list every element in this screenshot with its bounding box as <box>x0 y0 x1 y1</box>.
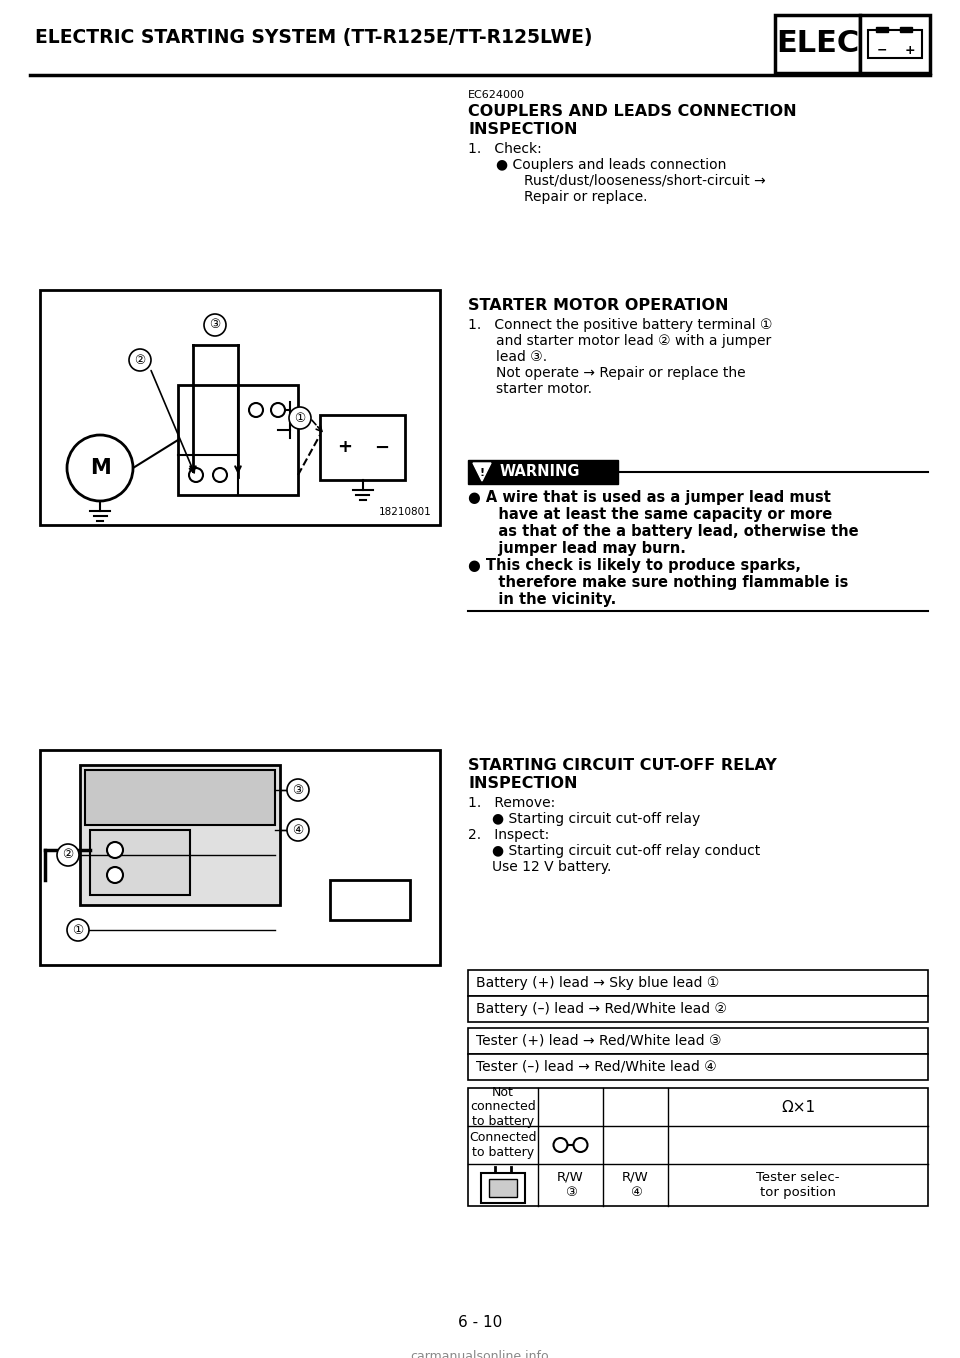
Text: Tester selec-
tor position: Tester selec- tor position <box>756 1171 840 1199</box>
Bar <box>468 995 928 1023</box>
Text: R/W
④: R/W ④ <box>622 1171 649 1199</box>
Text: INSPECTION: INSPECTION <box>468 122 578 137</box>
Text: Connected
to battery: Connected to battery <box>469 1131 537 1158</box>
Circle shape <box>271 403 285 417</box>
Text: in the vicinity.: in the vicinity. <box>483 592 616 607</box>
Text: 6 - 10: 6 - 10 <box>458 1315 502 1329</box>
Text: Tester (–) lead → Red/White lead ④: Tester (–) lead → Red/White lead ④ <box>476 1061 717 1074</box>
Text: ①: ① <box>295 411 305 425</box>
Text: ③: ③ <box>209 319 221 331</box>
Text: ● Starting circuit cut-off relay conduct: ● Starting circuit cut-off relay conduct <box>492 845 760 858</box>
Text: jumper lead may burn.: jumper lead may burn. <box>483 540 685 555</box>
Text: ②: ② <box>134 353 146 367</box>
Text: R/W
③: R/W ③ <box>557 1171 584 1199</box>
Text: INSPECTION: INSPECTION <box>468 775 578 790</box>
Text: have at least the same capacity or more: have at least the same capacity or more <box>483 507 832 521</box>
Text: Tester (+) lead → Red/White lead ③: Tester (+) lead → Red/White lead ③ <box>476 1033 722 1048</box>
Bar <box>468 1028 928 1054</box>
Text: Ω×1: Ω×1 <box>780 1100 815 1115</box>
Text: as that of the a battery lead, otherwise the: as that of the a battery lead, otherwise… <box>483 524 858 539</box>
Circle shape <box>287 819 309 841</box>
Text: ● This check is likely to produce sparks,: ● This check is likely to produce sparks… <box>468 558 801 573</box>
Circle shape <box>107 866 123 883</box>
Text: ● Starting circuit cut-off relay: ● Starting circuit cut-off relay <box>492 812 700 826</box>
Circle shape <box>189 469 203 482</box>
Text: ● A wire that is used as a jumper lead must: ● A wire that is used as a jumper lead m… <box>468 490 830 505</box>
Text: Repair or replace.: Repair or replace. <box>524 190 647 204</box>
Bar <box>489 1179 517 1196</box>
Bar <box>468 1054 928 1080</box>
Text: −: − <box>876 43 887 57</box>
Bar <box>775 15 860 73</box>
Text: ELEC: ELEC <box>776 30 859 58</box>
Circle shape <box>213 469 227 482</box>
Circle shape <box>57 845 79 866</box>
Text: ● Couplers and leads connection: ● Couplers and leads connection <box>496 158 727 172</box>
Bar <box>90 830 190 895</box>
Text: ②: ② <box>62 849 74 861</box>
Circle shape <box>204 314 226 335</box>
Text: Rust/dust/looseness/short-circuit →: Rust/dust/looseness/short-circuit → <box>524 174 766 187</box>
Text: Battery (–) lead → Red/White lead ②: Battery (–) lead → Red/White lead ② <box>476 1002 727 1016</box>
Bar <box>40 750 440 966</box>
Bar <box>876 27 888 33</box>
Circle shape <box>287 779 309 801</box>
Text: Not operate → Repair or replace the: Not operate → Repair or replace the <box>496 367 746 380</box>
Text: and starter motor lead ② with a jumper: and starter motor lead ② with a jumper <box>496 334 771 348</box>
Text: !: ! <box>479 469 485 478</box>
Text: Use 12 V battery.: Use 12 V battery. <box>492 860 612 875</box>
Bar <box>468 970 928 995</box>
Bar <box>320 416 405 479</box>
Bar <box>80 765 280 904</box>
Bar <box>860 15 930 73</box>
Bar <box>868 30 922 58</box>
Text: 1.   Check:: 1. Check: <box>468 143 541 156</box>
Text: COUPLERS AND LEADS CONNECTION: COUPLERS AND LEADS CONNECTION <box>468 105 797 120</box>
Text: +: + <box>338 439 352 456</box>
Circle shape <box>129 349 151 371</box>
Text: WARNING: WARNING <box>500 464 581 479</box>
Text: STARTING CIRCUIT CUT-OFF RELAY: STARTING CIRCUIT CUT-OFF RELAY <box>468 758 777 773</box>
Bar <box>178 386 298 496</box>
Text: lead ③.: lead ③. <box>496 350 547 364</box>
Text: M: M <box>89 458 110 478</box>
Text: −: − <box>374 439 390 456</box>
Text: +: + <box>904 43 915 57</box>
Circle shape <box>249 403 263 417</box>
Bar <box>85 770 275 826</box>
Bar <box>330 880 410 919</box>
Bar <box>40 291 440 526</box>
Text: carmanualsonline.info: carmanualsonline.info <box>411 1350 549 1358</box>
Bar <box>468 1088 928 1206</box>
Text: ③: ③ <box>293 784 303 797</box>
Text: EC624000: EC624000 <box>468 90 525 100</box>
Text: 1.   Remove:: 1. Remove: <box>468 796 555 809</box>
Circle shape <box>573 1138 588 1152</box>
Circle shape <box>289 407 311 429</box>
Text: 1.   Connect the positive battery terminal ①: 1. Connect the positive battery terminal… <box>468 318 773 331</box>
Circle shape <box>554 1138 567 1152</box>
Bar <box>900 27 912 33</box>
Text: Battery (+) lead → Sky blue lead ①: Battery (+) lead → Sky blue lead ① <box>476 976 719 990</box>
Bar <box>481 1173 525 1203</box>
Text: 2.   Inspect:: 2. Inspect: <box>468 828 549 842</box>
Text: ①: ① <box>72 923 84 937</box>
Text: ELECTRIC STARTING SYSTEM (TT-R125E/TT-R125LWE): ELECTRIC STARTING SYSTEM (TT-R125E/TT-R1… <box>35 29 592 48</box>
Text: 18210801: 18210801 <box>379 507 432 517</box>
Circle shape <box>67 435 133 501</box>
Text: starter motor.: starter motor. <box>496 382 592 397</box>
Polygon shape <box>473 463 491 481</box>
Circle shape <box>107 842 123 858</box>
Text: therefore make sure nothing flammable is: therefore make sure nothing flammable is <box>483 574 849 589</box>
Text: STARTER MOTOR OPERATION: STARTER MOTOR OPERATION <box>468 297 729 312</box>
Circle shape <box>67 919 89 941</box>
Bar <box>468 460 618 483</box>
Text: Not
connected
to battery: Not connected to battery <box>470 1085 536 1128</box>
Text: ④: ④ <box>293 823 303 837</box>
